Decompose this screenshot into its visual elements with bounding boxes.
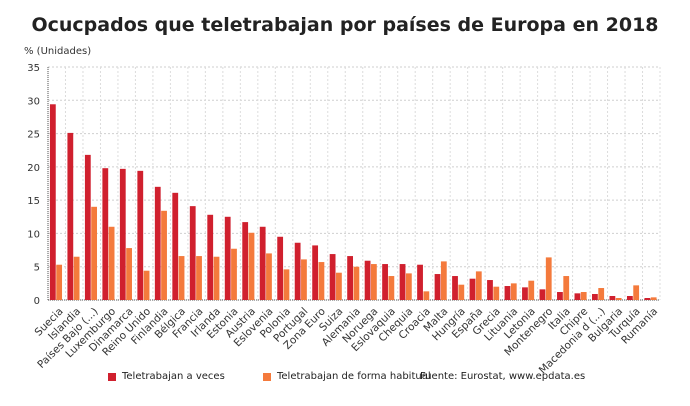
y-tick-label: 25 bbox=[27, 130, 40, 141]
bar-habitual bbox=[196, 256, 202, 300]
y-tick-label: 5 bbox=[34, 263, 40, 274]
bar-a-veces bbox=[504, 286, 511, 300]
bar-a-veces bbox=[312, 245, 319, 300]
bar-habitual bbox=[370, 264, 377, 300]
bar-a-veces bbox=[644, 298, 651, 300]
bar-habitual bbox=[458, 284, 465, 300]
bar-a-veces bbox=[469, 278, 476, 300]
bar-a-veces bbox=[364, 260, 371, 300]
bar-a-veces bbox=[67, 132, 74, 300]
bar-a-veces bbox=[574, 293, 581, 300]
bar-habitual bbox=[56, 264, 63, 300]
bar-a-veces bbox=[522, 287, 528, 300]
bar-a-veces bbox=[399, 264, 406, 300]
legend-item-habitual: Teletrabajan de forma habitual bbox=[263, 371, 431, 382]
bar-habitual bbox=[475, 271, 482, 300]
bar-a-veces bbox=[119, 168, 126, 300]
bar-a-veces bbox=[294, 242, 301, 300]
y-axis-label: % (Unidades) bbox=[24, 46, 92, 57]
bar-a-veces bbox=[609, 296, 616, 300]
bar-habitual bbox=[178, 256, 185, 300]
bar-habitual bbox=[510, 283, 517, 300]
bar-habitual bbox=[91, 206, 98, 300]
bar-habitual bbox=[580, 292, 587, 300]
bar-a-veces bbox=[592, 294, 598, 300]
bar-habitual bbox=[283, 269, 290, 300]
bar-habitual bbox=[615, 298, 622, 300]
bar-a-veces bbox=[329, 254, 336, 300]
y-tick-label: 0 bbox=[34, 296, 40, 307]
bar-habitual bbox=[528, 280, 535, 300]
bar-a-veces bbox=[224, 216, 231, 300]
bar-habitual bbox=[493, 286, 500, 300]
bar-habitual bbox=[423, 291, 430, 300]
bar-habitual bbox=[126, 248, 132, 300]
bar-habitual bbox=[73, 256, 80, 300]
bar-a-veces bbox=[347, 256, 353, 300]
y-tick-label: 30 bbox=[27, 96, 40, 107]
bar-habitual bbox=[405, 273, 412, 300]
legend-item-a-veces: Teletrabajan a veces bbox=[108, 371, 225, 382]
y-tick-label: 35 bbox=[27, 63, 40, 74]
bar-a-veces bbox=[189, 206, 196, 300]
bar-a-veces bbox=[49, 104, 56, 300]
bar-habitual bbox=[440, 261, 447, 300]
bar-a-veces bbox=[539, 289, 546, 300]
bar-habitual bbox=[108, 226, 115, 300]
bar-a-veces bbox=[137, 170, 144, 300]
bar-habitual bbox=[266, 253, 272, 300]
bar-a-veces bbox=[626, 296, 633, 300]
bar-habitual bbox=[545, 257, 552, 300]
bar-habitual bbox=[231, 248, 237, 300]
y-tick-label: 20 bbox=[27, 163, 40, 174]
bar-habitual bbox=[301, 259, 307, 300]
bar-a-veces bbox=[277, 236, 284, 300]
bar-a-veces bbox=[154, 186, 161, 300]
bar-a-veces bbox=[382, 264, 388, 300]
legend-swatch bbox=[108, 372, 116, 381]
bar-habitual bbox=[563, 276, 570, 300]
bar-habitual bbox=[650, 297, 657, 300]
bar-habitual bbox=[213, 256, 220, 300]
chart-title: Ocucpados que teletrabajan por países de… bbox=[31, 14, 659, 36]
bar-habitual bbox=[388, 276, 395, 300]
y-tick-label: 15 bbox=[27, 196, 40, 207]
bar-a-veces bbox=[434, 274, 441, 300]
bar-habitual bbox=[318, 262, 325, 300]
bar-habitual bbox=[161, 210, 167, 300]
y-tick-label: 10 bbox=[27, 229, 40, 240]
bar-a-veces bbox=[84, 154, 91, 300]
bar-habitual bbox=[353, 266, 360, 300]
bar-a-veces bbox=[452, 276, 458, 300]
bar-a-veces bbox=[259, 226, 266, 300]
bar-a-veces bbox=[417, 264, 423, 300]
bar-a-veces bbox=[557, 292, 563, 300]
bar-a-veces bbox=[242, 222, 249, 300]
bar-a-veces bbox=[172, 192, 179, 300]
bar-a-veces bbox=[207, 214, 214, 300]
legend-swatch bbox=[263, 372, 271, 381]
bar-habitual bbox=[248, 232, 255, 300]
legend-label: Teletrabajan a veces bbox=[122, 371, 225, 382]
source-note: Fuente: Eurostat, www.epdata.es bbox=[420, 371, 586, 382]
bar-habitual bbox=[633, 285, 640, 300]
legend-label: Teletrabajan de forma habitual bbox=[277, 371, 431, 382]
bar-habitual bbox=[598, 288, 605, 300]
bar-a-veces bbox=[487, 280, 493, 300]
bar-habitual bbox=[143, 270, 150, 300]
bar-a-veces bbox=[102, 168, 109, 300]
bar-habitual bbox=[336, 272, 342, 300]
